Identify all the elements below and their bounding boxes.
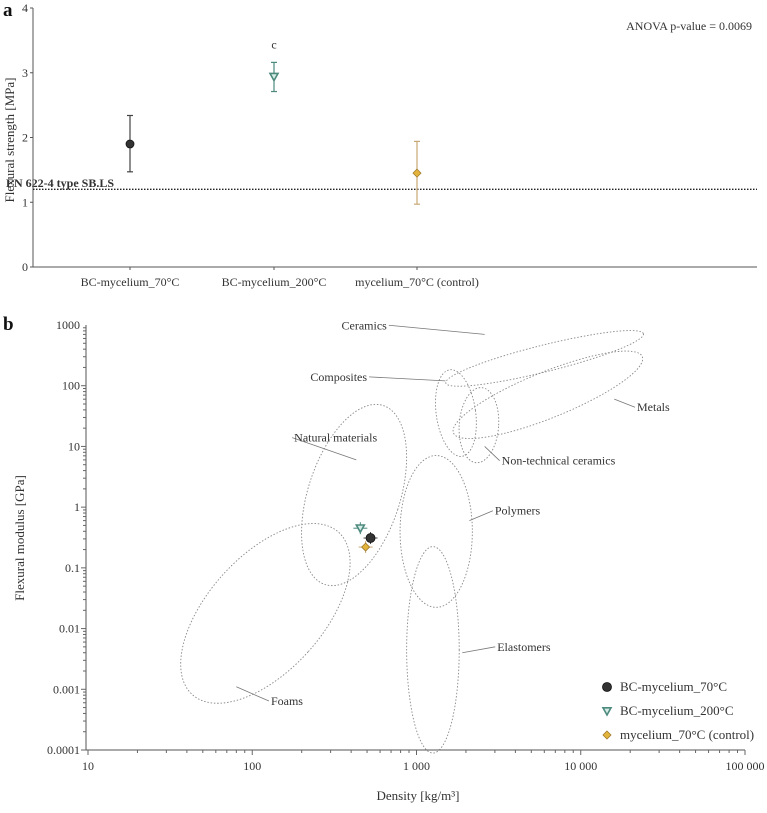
region-outline-foams [180,523,351,704]
y-tick-label: 100 [62,379,80,393]
x-tick-label: 1 000 [403,759,430,773]
x-category-label: mycelium_70°C (control) [355,275,479,289]
region-outline-metals [452,350,644,440]
region-outline-polymers [399,455,473,608]
region-label-composites: Composites [310,370,367,384]
x-tick-label: 100 [243,759,261,773]
region-label-foams: Foams [271,694,303,708]
region-label-natural-materials: Natural materials [294,431,377,445]
panel-a: a Flexural strength [MPa] ANOVA p-value … [2,0,757,289]
leader-line [484,446,500,461]
data-point-circle [365,533,376,543]
anova-annotation: ANOVA p-value = 0.0069 [626,19,752,33]
significance-letter: c [271,37,276,51]
region-outline-composites [435,369,477,457]
region-outline-ceramics [445,330,644,387]
y-tick-label: 1 [22,195,28,209]
legend: BC-mycelium_70°C BC-mycelium_200°C mycel… [620,679,754,742]
leader-line [614,398,636,408]
x-category-label: BC-mycelium_200°C [222,275,327,289]
leader-line [388,324,485,335]
y-tick-label: 1000 [56,318,80,332]
legend-label: BC-mycelium_70°C [620,679,727,694]
y-tick-label: 3 [22,66,28,80]
region-label-non-technical-ceramics: Non-technical ceramics [502,454,616,468]
region-outline-natural-materials [301,403,408,587]
leader-line [236,686,270,702]
panel-b-letter: b [3,314,14,335]
y-tick-label: 1 [74,500,80,514]
region-outline-elastomers [406,546,460,754]
y-tick-label: 0.001 [53,682,80,696]
y-tick-label: 0.1 [65,561,80,575]
x-category-label: BC-mycelium_70°C [81,275,180,289]
y-tick-label: 0.01 [59,622,80,636]
leader-line [469,510,494,521]
leader-line [369,376,446,382]
panel-b: b Flexural modulus [GPa] Density [kg/m³]… [3,314,765,803]
leader-line [462,646,496,654]
panel-a-y-axis-label: Flexural strength [MPa] [2,78,17,203]
region-outline-non-technical-ceramics [458,387,500,464]
y-tick-label: 10 [68,439,80,453]
y-tick-label: 0 [22,260,28,274]
y-tick-label: 4 [22,1,28,15]
panel-a-letter: a [3,0,13,21]
data-point-diamond [412,168,422,178]
y-tick-label: 0.0001 [47,743,80,757]
reference-line-label: EN 622-4 type SB.LS [6,176,114,190]
data-point-diamond [602,730,612,740]
legend-label: mycelium_70°C (control) [620,727,754,742]
data-point-circle [125,139,135,149]
panel-b-y-axis-label: Flexural modulus [GPa] [12,475,27,601]
region-label-metals: Metals [637,400,670,414]
legend-label: BC-mycelium_200°C [620,703,734,718]
x-tick-label: 10 [82,759,94,773]
region-label-elastomers: Elastomers [497,640,551,654]
region-label-polymers: Polymers [495,504,541,518]
y-tick-label: 2 [22,131,28,145]
leader-line [292,437,357,461]
data-point-triangle [268,72,280,83]
region-label-ceramics: Ceramics [342,318,388,332]
data-point-diamond [361,542,371,552]
data-point-triangle [354,524,366,534]
x-tick-label: 10 000 [564,759,597,773]
panel-b-x-axis-label: Density [kg/m³] [377,788,460,803]
x-tick-label: 100 000 [726,759,765,773]
data-point-circle [602,682,612,692]
data-point-triangle [601,707,613,717]
